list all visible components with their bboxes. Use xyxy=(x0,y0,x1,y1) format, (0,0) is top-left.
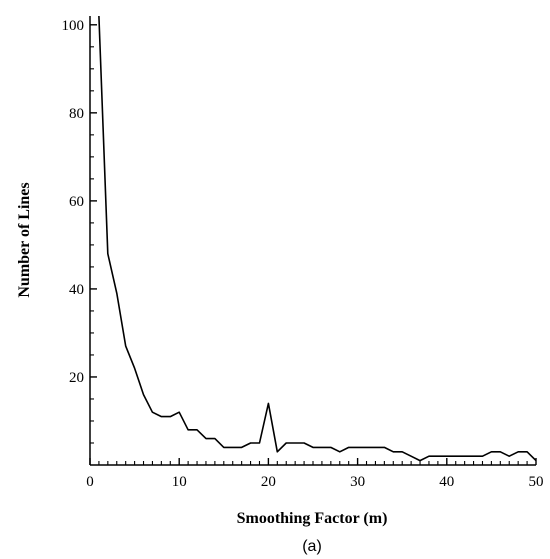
x-ticks: 0 10 20 30 40 50 xyxy=(86,458,544,490)
x-tick-label: 20 xyxy=(261,474,276,490)
y-tick-label: 20 xyxy=(69,370,84,386)
axes xyxy=(89,16,536,466)
x-tick-label: 0 xyxy=(86,474,94,490)
figure-caption: (a) xyxy=(302,538,322,555)
y-axis-title: Number of Lines xyxy=(16,182,33,297)
y-tick-label: 100 xyxy=(62,18,85,34)
series-line xyxy=(98,15,537,462)
x-tick-label: 30 xyxy=(350,474,365,490)
x-tick-label: 40 xyxy=(439,474,454,490)
x-axis-title: Smoothing Factor (m) xyxy=(237,510,388,527)
x-tick-label: 10 xyxy=(172,474,187,490)
y-ticks: 20 40 60 80 100 xyxy=(62,18,97,444)
x-tick-label: 50 xyxy=(529,474,544,490)
y-tick-label: 60 xyxy=(69,194,84,210)
y-tick-label: 40 xyxy=(69,282,84,298)
y-tick-label: 80 xyxy=(69,106,84,122)
series-layer xyxy=(98,15,537,462)
